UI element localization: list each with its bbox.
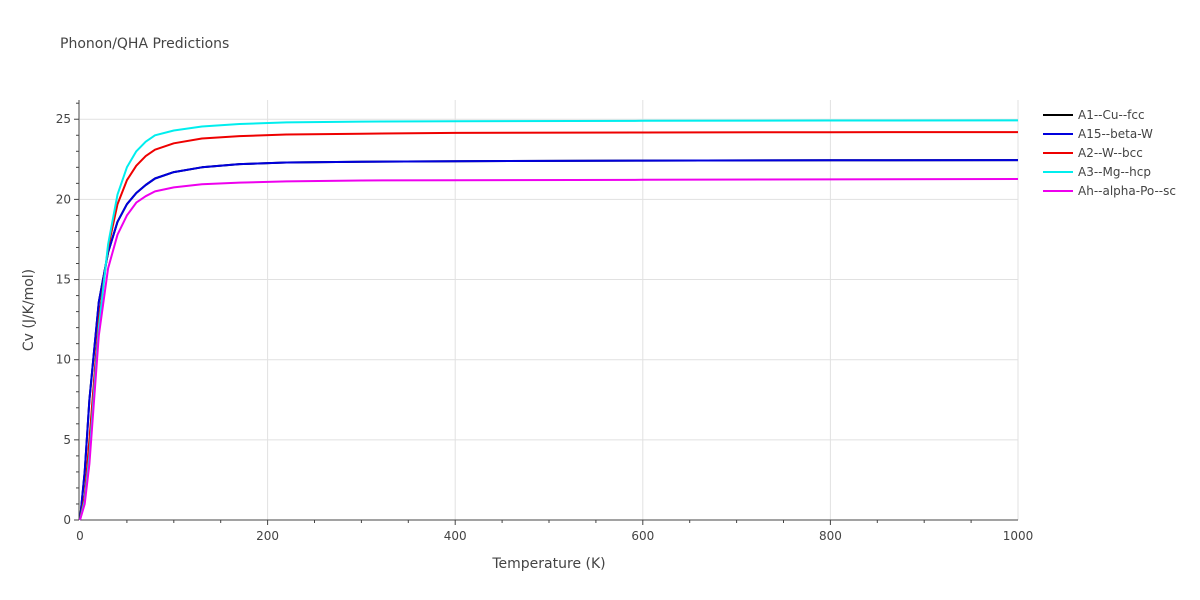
y-tick-label: 0 (63, 513, 71, 527)
legend-label-2[interactable]: A2--W--bcc (1078, 146, 1143, 160)
x-tick-label: 200 (256, 529, 279, 543)
series-line-4 (79, 178, 1019, 521)
y-tick-label: 25 (56, 112, 71, 126)
x-tick-label: 800 (819, 529, 842, 543)
legend-label-1[interactable]: A15--beta-W (1078, 127, 1153, 141)
legend-label-0[interactable]: A1--Cu--fcc (1078, 108, 1145, 122)
x-tick-label: 400 (444, 529, 467, 543)
series-line-0 (79, 159, 1019, 521)
axes (74, 100, 1018, 525)
x-tick-label: 1000 (1003, 529, 1034, 543)
legend-label-4[interactable]: Ah--alpha-Po--sc (1078, 184, 1176, 198)
chart-title: Phonon/QHA Predictions (60, 36, 230, 52)
legend-label-3[interactable]: A3--Mg--hcp (1078, 165, 1151, 179)
series-line-3 (79, 119, 1019, 521)
x-tick-label: 600 (631, 529, 654, 543)
grid-lines (80, 100, 1019, 520)
legend: A1--Cu--fcc A15--beta-W A2--W--bcc A3--Mg--… (1043, 108, 1176, 198)
x-tick-label: 0 (76, 529, 84, 543)
y-tick-label: 20 (56, 192, 71, 206)
series-layer (79, 119, 1019, 521)
series-line-2 (79, 131, 1019, 521)
tick-labels: 0 200 400 600 800 1000 0 5 10 15 20 25 (56, 112, 1034, 543)
y-tick-label: 5 (63, 433, 71, 447)
series-line-1 (79, 159, 1019, 521)
y-tick-label: 10 (56, 353, 71, 367)
y-tick-label: 15 (56, 273, 71, 287)
y-axis-title: Cv (J/K/mol) (21, 269, 37, 351)
x-axis-title: Temperature (K) (491, 556, 605, 572)
